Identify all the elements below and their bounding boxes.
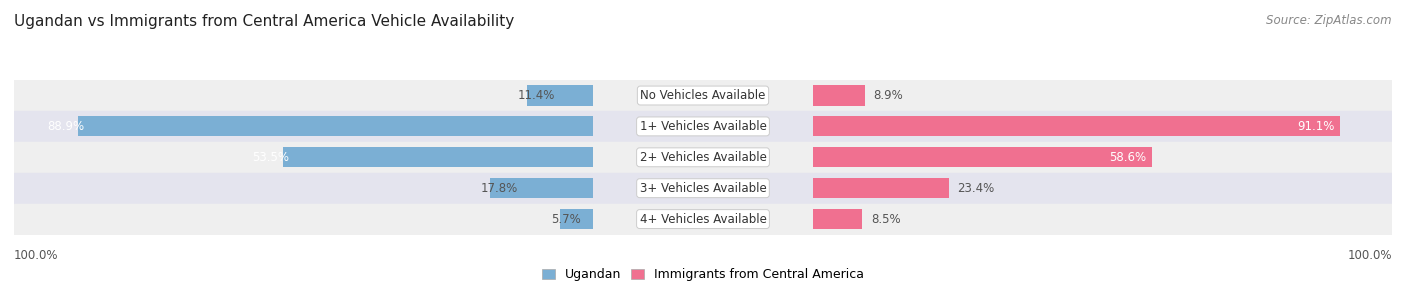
Text: 91.1%: 91.1% bbox=[1298, 120, 1334, 133]
Legend: Ugandan, Immigrants from Central America: Ugandan, Immigrants from Central America bbox=[537, 263, 869, 286]
Bar bbox=[14, 142, 593, 173]
Text: Ugandan vs Immigrants from Central America Vehicle Availability: Ugandan vs Immigrants from Central Ameri… bbox=[14, 14, 515, 29]
Bar bbox=[14, 111, 593, 142]
Bar bbox=[489, 178, 593, 198]
Bar bbox=[14, 204, 593, 235]
Text: 88.9%: 88.9% bbox=[46, 120, 84, 133]
Bar bbox=[283, 147, 593, 167]
Bar bbox=[813, 86, 865, 106]
Bar bbox=[813, 178, 949, 198]
Bar bbox=[813, 142, 1392, 173]
Text: 2+ Vehicles Available: 2+ Vehicles Available bbox=[640, 151, 766, 164]
Bar bbox=[527, 86, 593, 106]
Bar bbox=[813, 173, 1392, 204]
Text: 4+ Vehicles Available: 4+ Vehicles Available bbox=[640, 212, 766, 226]
Bar bbox=[813, 111, 1392, 142]
Bar bbox=[813, 116, 1340, 136]
Bar bbox=[593, 173, 813, 204]
Text: No Vehicles Available: No Vehicles Available bbox=[640, 89, 766, 102]
Text: 100.0%: 100.0% bbox=[14, 249, 59, 262]
Text: Source: ZipAtlas.com: Source: ZipAtlas.com bbox=[1267, 14, 1392, 27]
Bar bbox=[14, 173, 593, 204]
Bar bbox=[813, 80, 1392, 111]
Bar bbox=[593, 80, 813, 111]
Text: 23.4%: 23.4% bbox=[957, 182, 994, 195]
Text: 58.6%: 58.6% bbox=[1109, 151, 1146, 164]
Bar bbox=[593, 111, 813, 142]
Bar bbox=[813, 204, 1392, 235]
Text: 17.8%: 17.8% bbox=[481, 182, 519, 195]
Bar bbox=[813, 147, 1153, 167]
Text: 1+ Vehicles Available: 1+ Vehicles Available bbox=[640, 120, 766, 133]
Bar bbox=[560, 209, 593, 229]
Bar bbox=[79, 116, 593, 136]
Text: 8.5%: 8.5% bbox=[872, 212, 901, 226]
Bar bbox=[593, 142, 813, 173]
Text: 5.7%: 5.7% bbox=[551, 212, 581, 226]
Text: 100.0%: 100.0% bbox=[1347, 249, 1392, 262]
Text: 3+ Vehicles Available: 3+ Vehicles Available bbox=[640, 182, 766, 195]
Text: 8.9%: 8.9% bbox=[873, 89, 903, 102]
Bar bbox=[14, 80, 593, 111]
Bar bbox=[813, 209, 862, 229]
Bar bbox=[593, 204, 813, 235]
Text: 11.4%: 11.4% bbox=[519, 89, 555, 102]
Text: 53.5%: 53.5% bbox=[252, 151, 290, 164]
